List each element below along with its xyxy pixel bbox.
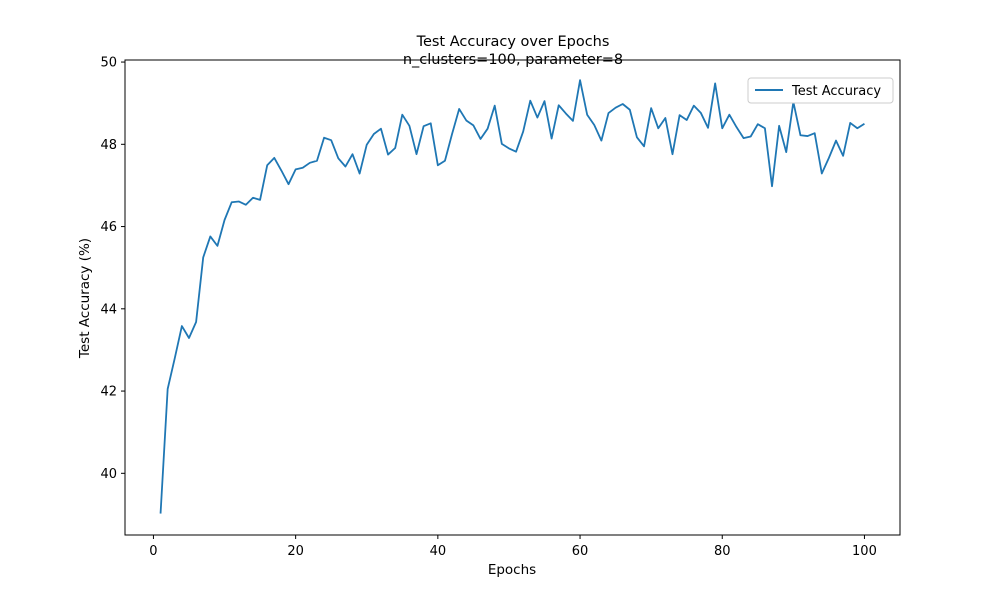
x-tick-label: 60: [572, 544, 589, 559]
y-tick-label: 40: [100, 467, 117, 482]
y-tick-label: 46: [100, 220, 117, 235]
series-layer: [159, 79, 865, 514]
x-axis-ticks: 0 20 40 60 80 100: [149, 535, 877, 559]
chart-title: Test Accuracy over Epochs: [416, 34, 610, 50]
y-axis-ticks: 40 42 44 46 48 50: [100, 56, 125, 482]
y-tick-label: 48: [100, 138, 117, 153]
x-tick-label: 0: [149, 544, 157, 559]
x-axis-label: Epochs: [488, 562, 536, 578]
x-tick-label: 40: [430, 544, 447, 559]
plot-area-frame: [124, 59, 901, 536]
series-line: [159, 79, 865, 514]
legend-label: Test Accuracy: [791, 84, 881, 99]
legend: Test Accuracy: [747, 77, 894, 104]
y-tick-label: 42: [100, 385, 117, 400]
x-tick-label: 20: [287, 544, 304, 559]
x-tick-label: 100: [852, 544, 877, 559]
y-tick-label: 50: [100, 56, 117, 71]
x-tick-label: 80: [714, 544, 731, 559]
legend-box: [747, 77, 894, 104]
y-tick-label: 44: [100, 302, 117, 317]
y-axis-label: Test Accuracy (%): [77, 238, 93, 359]
